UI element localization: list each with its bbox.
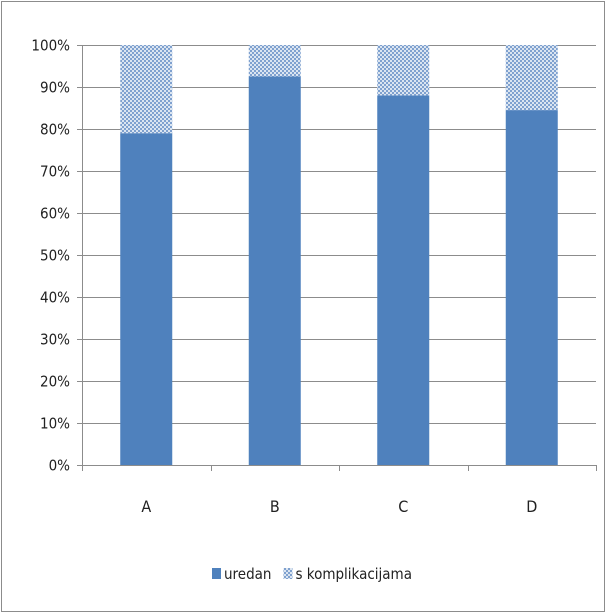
bar-segment-s-komplikacijama-A <box>120 45 173 134</box>
legend-swatch <box>283 568 293 579</box>
y-tick-label: 0% <box>49 457 71 475</box>
y-tick-label: 30% <box>40 331 70 349</box>
legend-swatch <box>212 568 221 579</box>
legend-label: uredan <box>224 565 271 583</box>
y-tick-label: 40% <box>40 289 70 307</box>
y-tick-label: 20% <box>40 373 70 391</box>
x-tick-label: A <box>141 497 151 516</box>
axes <box>82 45 597 471</box>
bar-segment-uredan-A <box>120 133 173 465</box>
bar-segment-uredan-B <box>248 76 301 465</box>
y-tick-label: 70% <box>40 163 70 181</box>
bar-segment-s-komplikacijama-B <box>248 45 301 77</box>
y-tick-label: 10% <box>40 415 70 433</box>
bar-segment-uredan-D <box>505 110 558 465</box>
x-axis-labels: A B C D <box>141 497 537 516</box>
legend: uredan s komplikacijama <box>212 565 412 583</box>
y-tick-label: 60% <box>40 205 70 223</box>
x-tick-label: B <box>270 497 280 516</box>
legend-label: s komplikacijama <box>295 565 412 583</box>
bar-segment-uredan-C <box>377 95 430 466</box>
bar-segment-s-komplikacijama-C <box>377 45 430 96</box>
y-tick-label: 100% <box>31 37 70 55</box>
y-tick-label: 50% <box>40 247 70 265</box>
y-tick-label: 90% <box>40 79 70 97</box>
bar-segment-s-komplikacijama-D <box>505 45 558 111</box>
x-tick-label: D <box>526 497 537 516</box>
y-tick-label: 80% <box>40 121 70 139</box>
x-tick-label: C <box>398 497 408 516</box>
y-axis-ticks: 0% 10% 20% 30% 40% 50% 60% 70% 80% 90% 100% <box>31 37 82 475</box>
bars <box>120 45 558 466</box>
